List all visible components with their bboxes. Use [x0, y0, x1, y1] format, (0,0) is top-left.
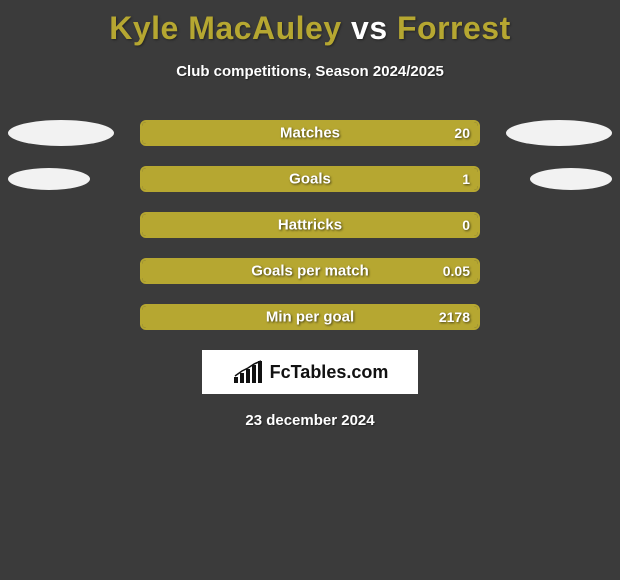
bars-icon — [232, 359, 266, 385]
stat-bar: Matches20 — [140, 120, 480, 146]
stat-row: Min per goal2178 — [0, 304, 620, 330]
vs-text: vs — [351, 10, 388, 46]
stat-row: Hattricks0 — [0, 212, 620, 238]
stat-bar: Min per goal2178 — [140, 304, 480, 330]
subtitle: Club competitions, Season 2024/2025 — [0, 63, 620, 80]
bar-fill-right — [310, 260, 478, 282]
ellipse-right — [506, 120, 612, 146]
bar-fill-left — [142, 260, 310, 282]
stat-row: Goals per match0.05 — [0, 258, 620, 284]
bar-fill-right — [310, 214, 478, 236]
logo-text: FcTables.com — [270, 362, 389, 383]
bar-fill-left — [142, 214, 310, 236]
ellipse-right — [530, 168, 612, 190]
ellipse-left — [8, 168, 90, 190]
bar-fill-right — [310, 168, 478, 190]
bar-fill-left — [142, 168, 310, 190]
player1-name: Kyle MacAuley — [109, 10, 341, 46]
logo-box: FcTables.com — [202, 350, 418, 394]
page-title: Kyle MacAuley vs Forrest — [0, 0, 620, 47]
stat-row: Goals1 — [0, 166, 620, 192]
date-text: 23 december 2024 — [0, 412, 620, 429]
stat-bar: Hattricks0 — [140, 212, 480, 238]
stat-bar: Goals1 — [140, 166, 480, 192]
bar-fill-left — [142, 306, 310, 328]
bar-fill-right — [310, 122, 478, 144]
ellipse-left — [8, 120, 114, 146]
stat-row: Matches20 — [0, 120, 620, 146]
stats-container: Matches20 Goals1 Hattricks0 Goals per match… — [0, 120, 620, 330]
bar-fill-right — [310, 306, 478, 328]
stat-bar: Goals per match0.05 — [140, 258, 480, 284]
bar-fill-left — [142, 122, 310, 144]
player2-name: Forrest — [397, 10, 511, 46]
